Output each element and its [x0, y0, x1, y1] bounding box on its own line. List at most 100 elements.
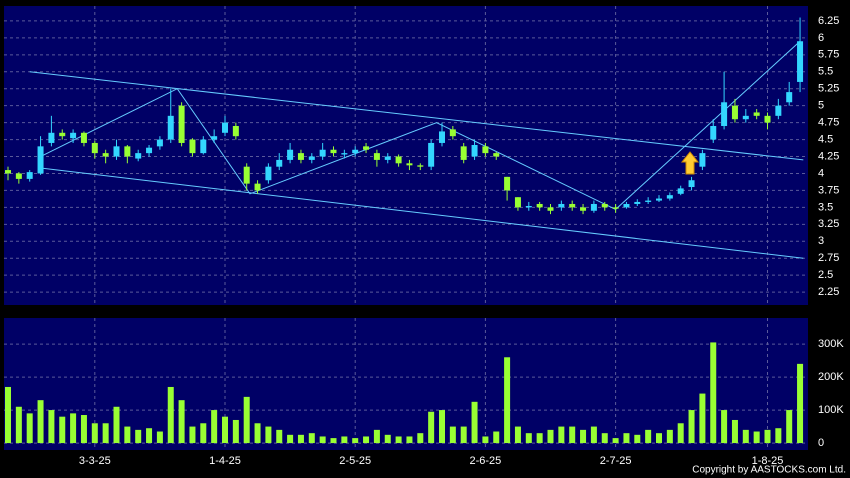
volume-tick-label: 100K [818, 404, 844, 416]
volume-bar [417, 433, 424, 444]
candle-body [80, 132, 87, 143]
y-tick-label: 3.25 [818, 218, 839, 230]
volume-bar [297, 434, 304, 444]
y-tick-label: 4.5 [818, 133, 833, 145]
volume-bar [439, 410, 445, 444]
candle-body [666, 195, 673, 199]
y-tick-label: 3.75 [818, 184, 839, 196]
candle-body [601, 203, 608, 208]
volume-bar [460, 426, 467, 444]
volume-bar [167, 386, 174, 444]
candle-body [580, 207, 587, 211]
y-tick-label: 5.75 [818, 49, 839, 61]
volume-bar [634, 434, 641, 444]
candle-body [688, 180, 695, 188]
volume-bar [48, 410, 55, 444]
volume-bar [666, 429, 673, 444]
candle-body [15, 173, 22, 179]
volume-bar [363, 436, 370, 444]
x-tick-label: 1-8-25 [752, 455, 784, 467]
volume-bar [590, 426, 597, 444]
y-tick-label: 3 [818, 235, 824, 247]
volume-bar [753, 431, 760, 444]
x-tick-label: 3-3-25 [79, 455, 111, 467]
candle-body [297, 153, 304, 160]
candle-body [460, 146, 467, 160]
volume-bar [37, 400, 44, 444]
y-tick-label: 6.25 [818, 15, 839, 27]
candle-body [384, 156, 391, 160]
volume-bar [656, 433, 662, 444]
candle-body [764, 115, 771, 123]
candle-body [341, 153, 348, 155]
candle-body [623, 203, 630, 208]
y-tick-label: 2.75 [818, 252, 839, 264]
candle-body [471, 144, 478, 157]
volume-bar [731, 419, 738, 444]
candle-body [753, 112, 760, 116]
candle-body [308, 156, 315, 160]
y-tick-label: 2.5 [818, 269, 833, 281]
volume-bar [124, 426, 131, 444]
candle-body [786, 92, 793, 103]
candle-body [232, 126, 239, 137]
candle-body [352, 149, 359, 154]
volume-bar [265, 426, 272, 444]
volume-bar [243, 396, 250, 444]
y-tick-label: 4.75 [818, 117, 839, 129]
volume-bar [623, 433, 630, 444]
volume-bar [775, 428, 782, 444]
volume-bar [525, 433, 532, 444]
y-tick-label: 4 [818, 167, 824, 179]
volume-bar [222, 416, 228, 444]
candle-body [135, 153, 142, 159]
candle-body [645, 200, 652, 202]
candle-body [547, 207, 554, 211]
volume-bar [135, 429, 142, 444]
candle-body [634, 201, 641, 204]
volume-bar [699, 393, 706, 444]
candle-body [612, 207, 619, 209]
candle-body [243, 166, 250, 184]
volume-bar [352, 438, 359, 444]
candle-body [254, 183, 261, 191]
volume-bar [721, 410, 728, 444]
volume-bar [102, 423, 109, 444]
copyright: Copyright by AASTOCKS.com Ltd. [692, 465, 846, 476]
volume-bar [287, 434, 294, 444]
volume-bar [482, 436, 489, 444]
candle-body [797, 41, 804, 82]
candle-body [70, 132, 77, 139]
candle-body [721, 102, 728, 127]
candle-body [428, 142, 435, 167]
candle-body [156, 139, 163, 147]
volume-panel [4, 318, 808, 450]
volume-bar [536, 433, 543, 444]
volume-bar [504, 357, 511, 444]
candle-body [656, 198, 662, 201]
volume-tick-label: 0 [818, 437, 824, 449]
candle-body [536, 203, 543, 208]
volume-bar [330, 438, 337, 444]
volume-bar [645, 429, 652, 444]
candle-body [775, 105, 782, 116]
volume-bar [677, 423, 684, 444]
volume-bar [276, 429, 283, 444]
candle-body [222, 122, 228, 133]
candle-body [731, 105, 738, 120]
volume-bar [710, 342, 717, 444]
trendline [40, 40, 801, 210]
volume-bar [612, 438, 619, 444]
x-tick-label: 2-5-25 [339, 455, 371, 467]
candle-body [699, 153, 706, 167]
volume-bar [232, 419, 239, 444]
candle-body [417, 165, 424, 167]
volume-bar [406, 436, 413, 444]
candle-body [319, 149, 326, 157]
y-tick-label: 5.5 [818, 66, 833, 78]
candle-body [276, 159, 283, 167]
volume-bar [547, 429, 554, 444]
candle-body [59, 132, 66, 137]
volume-bar [569, 426, 576, 444]
